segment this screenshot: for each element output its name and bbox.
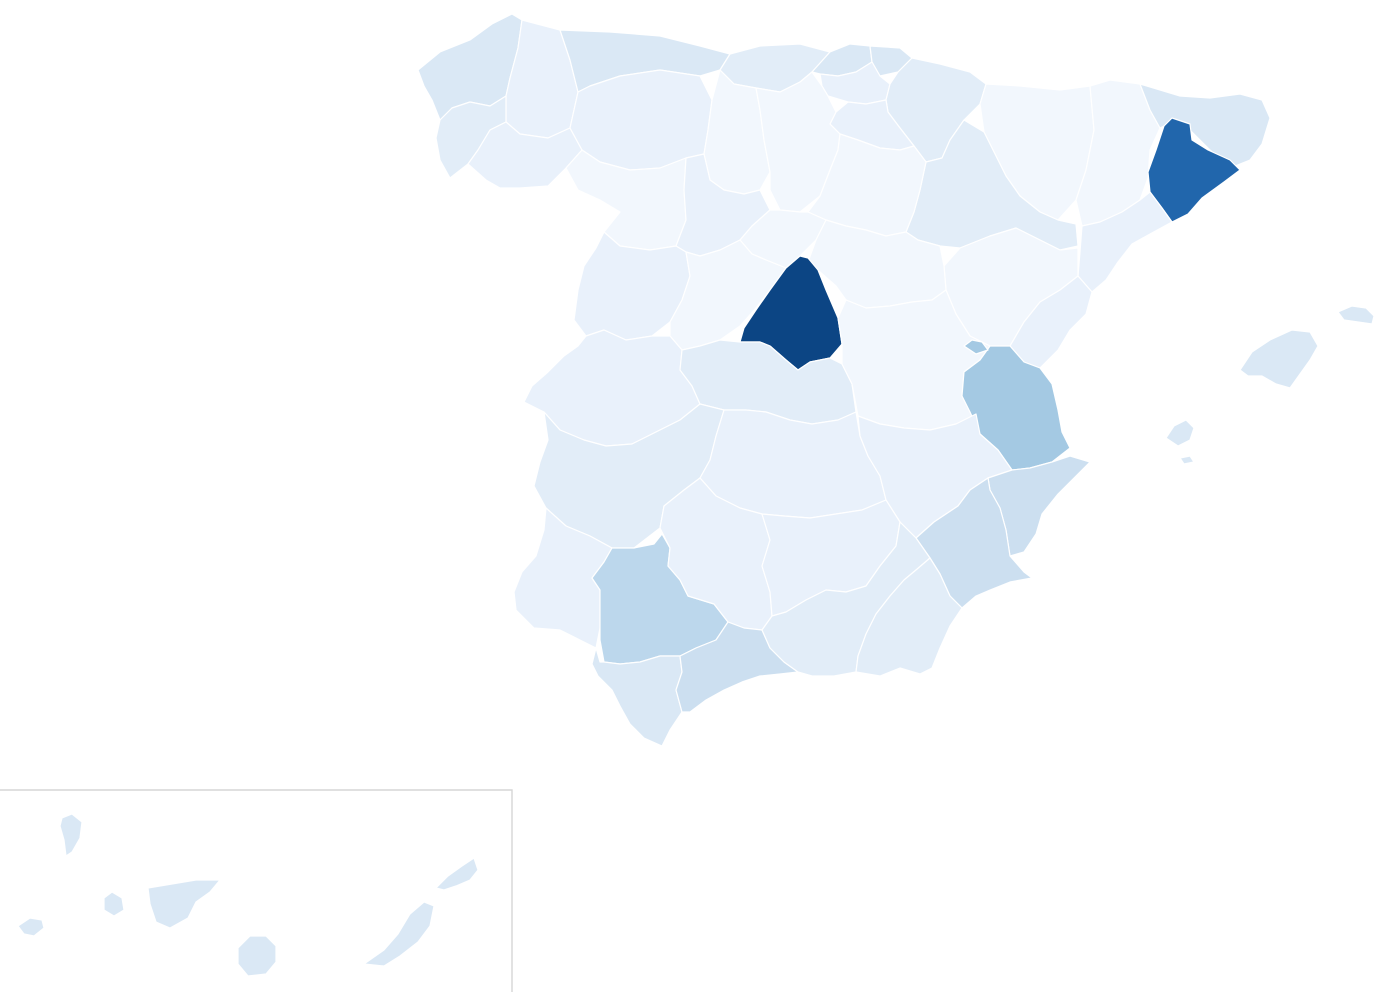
- province-leon[interactable]: [569, 69, 713, 171]
- mainland-provinces: [417, 13, 1375, 747]
- province-avila[interactable]: [669, 239, 787, 351]
- province-castellon[interactable]: [1009, 275, 1093, 369]
- island-lanzarote[interactable]: [435, 857, 479, 891]
- province-menorca[interactable]: [1337, 305, 1375, 325]
- province-formentera[interactable]: [1179, 455, 1195, 465]
- island-tenerife[interactable]: [147, 879, 221, 929]
- inset-frame: [0, 789, 513, 992]
- island-la-palma[interactable]: [59, 813, 83, 857]
- province-malaga[interactable]: [675, 621, 799, 713]
- province-cadiz[interactable]: [591, 647, 683, 747]
- province-tarragona[interactable]: [1077, 191, 1173, 293]
- province-almeria[interactable]: [855, 557, 963, 677]
- province-mallorca[interactable]: [1239, 329, 1319, 389]
- canary-islands-inset: [0, 789, 513, 992]
- island-gran-canaria[interactable]: [237, 935, 277, 977]
- province-girona[interactable]: [1139, 83, 1271, 169]
- island-fuerteventura[interactable]: [363, 901, 435, 967]
- province-ibiza[interactable]: [1165, 419, 1195, 447]
- island-la-gomera[interactable]: [103, 891, 125, 917]
- province-teruel-exclave[interactable]: [963, 339, 989, 355]
- province-barcelona[interactable]: [1147, 117, 1241, 223]
- island-el-hierro[interactable]: [17, 917, 45, 937]
